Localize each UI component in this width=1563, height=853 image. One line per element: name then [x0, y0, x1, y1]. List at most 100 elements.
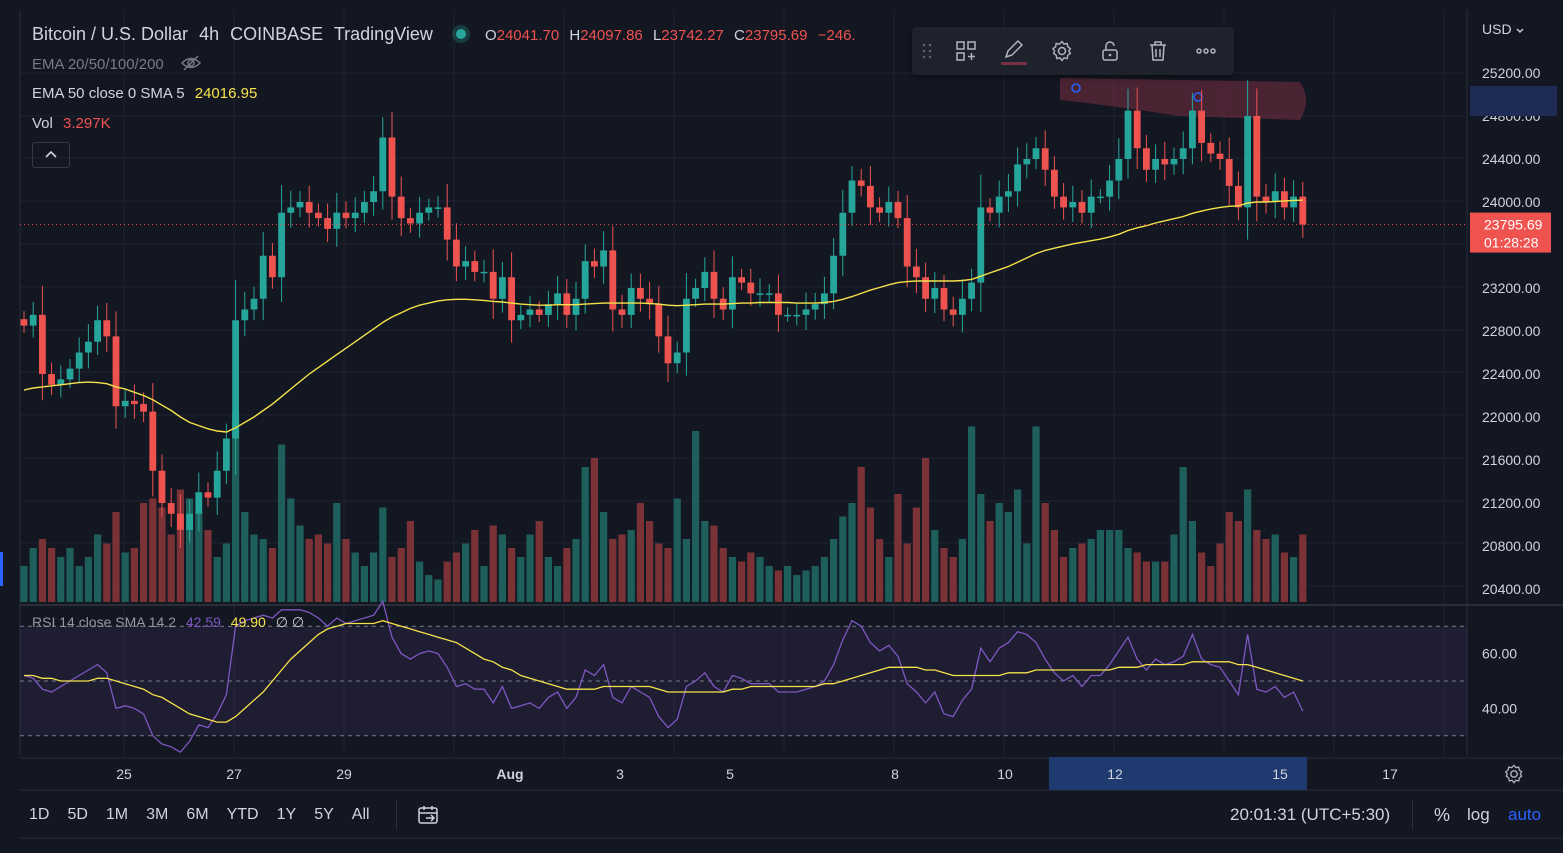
candle-body: [94, 320, 101, 342]
candle-body: [480, 271, 488, 274]
volume-bar: [388, 557, 396, 602]
volume-bar: [1207, 566, 1215, 602]
auto-toggle[interactable]: auto: [1508, 805, 1542, 824]
candle-body: [922, 277, 929, 299]
volume-bar: [747, 552, 755, 602]
pencil-icon[interactable]: [990, 27, 1038, 75]
candle-body: [471, 261, 479, 272]
volume-bar: [360, 566, 368, 602]
candle-body: [434, 207, 442, 209]
candle-body: [131, 400, 138, 405]
timeframe-1m[interactable]: 1M: [105, 806, 129, 823]
rsi-legend[interactable]: RSI 14 close SMA 14 2 42.59 49.90 ∅ ∅: [32, 614, 310, 631]
timeframe-1y[interactable]: 1Y: [276, 806, 297, 823]
candle-body: [489, 271, 497, 299]
candle-body: [894, 202, 902, 219]
drawing-toolbar[interactable]: [912, 27, 1234, 75]
ema-group-legend[interactable]: EMA 20/50/100/200: [32, 55, 208, 75]
interval-label[interactable]: 4h: [199, 24, 220, 44]
volume-bar: [434, 579, 442, 602]
volume-bar: [149, 498, 157, 602]
volume-bar: [333, 503, 341, 602]
unlock-icon[interactable]: [1086, 27, 1134, 75]
ema50-label[interactable]: EMA 50 close 0 SMA 5: [32, 85, 185, 102]
candle-body: [287, 207, 295, 213]
clock-label[interactable]: 20:01:31 (UTC+5:30): [1230, 805, 1391, 824]
candle-body: [1078, 202, 1086, 213]
candle-body: [949, 309, 957, 315]
candle-body: [397, 196, 405, 219]
candle-body: [1152, 159, 1159, 170]
candle-body: [811, 304, 819, 310]
time-axis: 25 27 29 Aug 3 5 8 10 12 15 17: [116, 757, 1398, 790]
low-value: 23742.27: [661, 27, 724, 44]
ema-group-label[interactable]: EMA 20/50/100/200: [32, 55, 164, 73]
candle-body: [913, 266, 920, 278]
volume-bar: [701, 521, 709, 602]
ema50-legend[interactable]: EMA 50 close 0 SMA 5 24016.95: [32, 85, 263, 102]
candle-body: [20, 319, 28, 326]
price-tick-label: 21600.00: [1482, 452, 1541, 468]
time-tick-label: 17: [1382, 766, 1398, 782]
timeframe-3m[interactable]: 3M: [146, 806, 169, 823]
candle-body: [278, 212, 285, 278]
volume-legend[interactable]: Vol 3.297K: [32, 115, 117, 132]
date-range-button[interactable]: [416, 804, 440, 831]
time-tick-label: 3: [616, 766, 624, 782]
volume-bar: [20, 566, 28, 602]
drag-handle-icon[interactable]: [912, 27, 942, 75]
volume-bar: [103, 543, 111, 602]
time-tick-label: 12: [1107, 766, 1123, 782]
rsi-label[interactable]: RSI 14 close SMA 14 2: [32, 614, 176, 630]
candle-body: [186, 513, 193, 530]
volume-bar: [949, 557, 957, 602]
price-tick-label: 22800.00: [1482, 323, 1541, 339]
volume-bar: [278, 444, 286, 602]
volume-bar: [1179, 467, 1187, 602]
timeframe-5y[interactable]: 5Y: [314, 806, 334, 823]
candle-body: [876, 207, 883, 213]
timeframe-5d[interactable]: 5D: [67, 806, 88, 823]
time-tick-label: 15: [1272, 766, 1288, 782]
candle-body: [903, 218, 911, 267]
gear-icon[interactable]: [1038, 27, 1086, 75]
timeframe-6m[interactable]: 6M: [186, 806, 209, 823]
candle-body: [775, 293, 782, 315]
candle-body: [85, 341, 92, 353]
percent-toggle[interactable]: %: [1434, 805, 1451, 825]
volume-bar: [480, 566, 488, 602]
time-tick-label: Aug: [496, 766, 523, 782]
volume-bar: [572, 539, 580, 602]
volume-label[interactable]: Vol: [32, 115, 53, 132]
currency-selector[interactable]: USD: [1482, 21, 1525, 38]
object-tree-icon[interactable]: [942, 27, 990, 75]
timeframe-1d[interactable]: 1D: [29, 806, 50, 823]
volume-bar: [636, 503, 644, 602]
symbol-legend[interactable]: Bitcoin / U.S. Dollar 4h COINBASE Tradin…: [32, 24, 862, 45]
pencil-color-swatch: [1001, 62, 1027, 65]
trash-icon[interactable]: [1134, 27, 1182, 75]
timeframe-bar[interactable]: 1D 5D 1M 3M 6M YTD 1Y 5Y All: [20, 800, 379, 830]
volume-bar: [784, 566, 792, 602]
price-tick-label: 24000.00: [1482, 194, 1541, 210]
price-tick-label: 25200.00: [1482, 65, 1541, 81]
candle-body: [29, 314, 37, 326]
timeframe-ytd[interactable]: YTD: [226, 806, 259, 823]
volume-bar: [1124, 548, 1132, 602]
eye-off-icon[interactable]: [180, 55, 202, 75]
volume-bar: [508, 548, 516, 602]
candle-body: [223, 438, 230, 471]
symbol-name[interactable]: Bitcoin / U.S. Dollar: [32, 24, 189, 44]
settings-gear-icon[interactable]: [1503, 763, 1525, 790]
candle-body: [1244, 116, 1251, 208]
volume-bar: [94, 534, 102, 602]
currency-label: USD: [1482, 21, 1512, 37]
collapse-legend-button[interactable]: [32, 142, 70, 168]
log-toggle[interactable]: log: [1467, 805, 1490, 824]
candle-body: [296, 202, 304, 208]
timeframe-all[interactable]: All: [351, 806, 370, 823]
volume-bar: [324, 543, 332, 602]
more-icon[interactable]: [1182, 27, 1230, 75]
